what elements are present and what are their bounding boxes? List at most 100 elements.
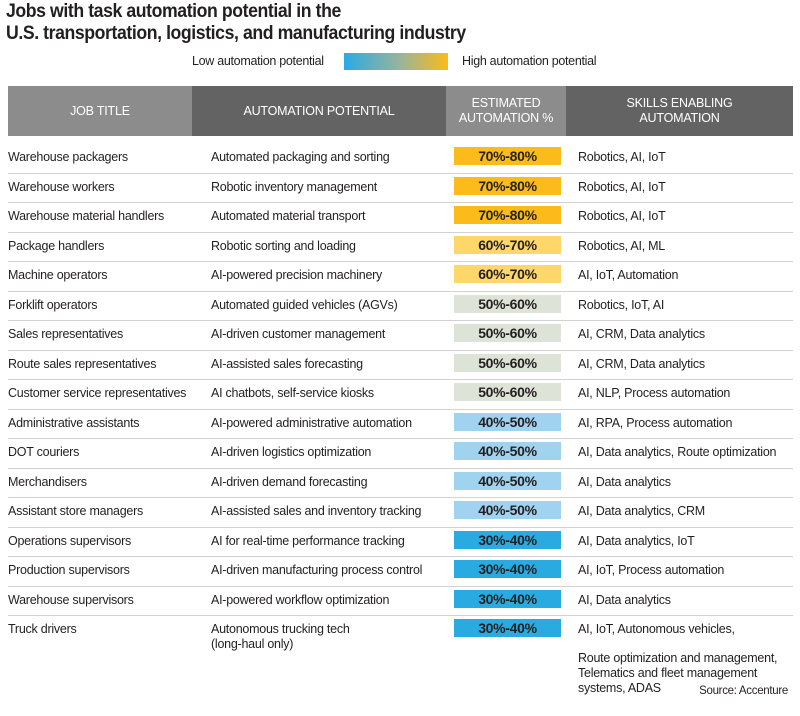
cell-skills: AI, RPA, Process automation <box>578 415 733 430</box>
automation-percent-badge: 30%-40% <box>454 560 561 578</box>
cell-automation-potential: Automated packaging and sorting <box>211 150 390 164</box>
title-line-2: U.S. transportation, logistics, and manu… <box>6 23 466 44</box>
automation-percent-badge: 50%-60% <box>454 353 561 372</box>
automation-percent-badge: 70%-80% <box>454 176 561 195</box>
cell-skills: AI, Data analytics, Route optimization <box>578 445 777 459</box>
cell-job-title: Warehouse material handlers <box>8 209 165 223</box>
automation-table: JOB TITLE AUTOMATION POTENTIAL ESTIMATED… <box>8 86 793 695</box>
cell-skills: AI, NLP, Process automation <box>578 386 731 400</box>
table-row: Warehouse packagers Automated packaging a… <box>8 144 793 174</box>
cell-job-title: Production supervisors <box>8 563 130 577</box>
automation-percent-badge: 50%-60% <box>454 383 561 401</box>
automation-percent-badge: 40%-50% <box>454 501 561 519</box>
table-row: Warehouse workers Robotic inventory manag… <box>8 174 793 203</box>
automation-percent-badge: 60%-70% <box>454 265 561 283</box>
table-row: Customer service representatives AI chatb… <box>8 380 793 410</box>
automation-percent-badge: 40%-50% <box>454 442 561 460</box>
cell-skills: Robotics, AI, ML <box>578 238 666 253</box>
table-row: Administrative assistants AI-powered admi… <box>8 410 793 439</box>
cell-automation-potential: Robotic sorting and loading <box>211 238 356 253</box>
automation-percent-badge: 70%-80% <box>454 206 561 224</box>
header-automation-potential: AUTOMATION POTENTIAL <box>192 86 446 136</box>
automation-percent-badge: 40%-50% <box>454 412 561 431</box>
table-row: Warehouse supervisors AI-powered workflow… <box>8 587 793 616</box>
cell-skills: AI, CRM, Data analytics <box>578 327 705 341</box>
title-line-1: Jobs with task automation potential in t… <box>6 1 341 22</box>
cell-automation-potential: Automated guided vehicles (AGVs) <box>211 297 398 312</box>
legend-high-label: High automation potential <box>462 54 597 68</box>
cell-job-title: Machine operators <box>8 268 108 282</box>
cell-automation-potential: AI-powered workflow optimization <box>211 592 390 607</box>
skills-extra: Route optimization and management, Telem… <box>578 651 778 695</box>
automation-percent-badge: 30%-40% <box>454 619 561 637</box>
automation-percent-badge: 60%-70% <box>454 235 561 254</box>
cell-job-title: Forklift operators <box>8 297 98 312</box>
header-skills: SKILLS ENABLING AUTOMATION <box>566 86 793 136</box>
automation-percent-badge: 50%-60% <box>454 324 561 342</box>
table-row: Warehouse material handlers Automated mat… <box>8 203 793 233</box>
header-job-title: JOB TITLE <box>8 86 192 136</box>
cell-automation-potential: AI-assisted sales and inventory tracking <box>211 504 422 518</box>
automation-percent-badge: 30%-40% <box>454 589 561 608</box>
cell-skills: AI, Data analytics <box>578 474 671 489</box>
potential-line-2: (long-haul only) <box>211 637 294 651</box>
cell-job-title: Package handlers <box>8 238 105 253</box>
header-estimated-automation: ESTIMATED AUTOMATION % <box>446 86 566 136</box>
cell-job-title: Customer service representatives <box>8 386 187 400</box>
cell-skills: AI, IoT, Autonomous vehicles, Route optim… <box>578 616 793 696</box>
table-row: Machine operators AI-powered precision ma… <box>8 262 793 292</box>
cell-skills: AI, Data analytics <box>578 592 671 607</box>
cell-job-title: Warehouse supervisors <box>8 592 134 607</box>
cell-automation-potential: AI-driven demand forecasting <box>211 474 368 489</box>
cell-automation-potential: AI-powered administrative automation <box>211 415 412 430</box>
legend-gradient-bar <box>344 53 448 70</box>
cell-automation-potential: AI-driven manufacturing process control <box>211 563 423 577</box>
cell-skills: AI, Data analytics, CRM <box>578 504 705 518</box>
cell-automation-potential: AI-powered precision machinery <box>211 268 383 282</box>
color-legend: Low automation potential High automation… <box>0 52 800 70</box>
cell-job-title: Assistant store managers <box>8 504 144 518</box>
cell-job-title: Warehouse packagers <box>8 150 128 164</box>
automation-percent-badge: 30%-40% <box>454 530 561 549</box>
cell-job-title: Operations supervisors <box>8 533 132 548</box>
cell-skills: Robotics, AI, IoT <box>578 150 666 164</box>
table-row: Production supervisors AI-driven manufact… <box>8 557 793 587</box>
cell-skills: AI, IoT, Process automation <box>578 563 725 577</box>
table-row: Assistant store managers AI-assisted sale… <box>8 498 793 528</box>
cell-automation-potential: Robotic inventory management <box>211 179 378 194</box>
header-skills-text: SKILLS ENABLING AUTOMATION <box>626 96 733 125</box>
cell-automation-potential: Automated material transport <box>211 209 366 223</box>
automation-percent-badge: 40%-50% <box>454 471 561 490</box>
cell-skills: Robotics, AI, IoT <box>578 209 666 223</box>
cell-automation-potential: AI chatbots, self-service kiosks <box>211 386 374 400</box>
source-note: Source: Accenture <box>699 685 788 697</box>
table-row: DOT couriers AI-driven logistics optimiza… <box>8 439 793 469</box>
cell-automation-potential: AI-assisted sales forecasting <box>211 356 363 371</box>
cell-job-title: Truck drivers <box>8 622 77 636</box>
table-row: Sales representatives AI-driven customer … <box>8 321 793 351</box>
automation-percent-badge: 70%-80% <box>454 147 561 165</box>
chart-title: Jobs with task automation potential in t… <box>6 1 583 45</box>
cell-automation-potential: Autonomous trucking tech (long-haul only) <box>211 616 446 652</box>
automation-percent-badge: 50%-60% <box>454 294 561 313</box>
cell-skills: AI, IoT, Automation <box>578 268 679 282</box>
cell-skills: Robotics, IoT, AI <box>578 297 665 312</box>
cell-automation-potential: AI for real-time performance tracking <box>211 533 405 548</box>
table-row: Merchandisers AI-driven demand forecastin… <box>8 469 793 498</box>
cell-job-title: Administrative assistants <box>8 415 140 430</box>
cell-job-title: Merchandisers <box>8 474 87 489</box>
table-row: Forklift operators Automated guided vehic… <box>8 292 793 321</box>
cell-skills: AI, Data analytics, IoT <box>578 533 695 548</box>
table-row: Route sales representatives AI-assisted s… <box>8 351 793 380</box>
header-estimated-automation-text: ESTIMATED AUTOMATION % <box>458 96 554 125</box>
cell-skills: Robotics, AI, IoT <box>578 179 666 194</box>
cell-automation-potential: AI-driven logistics optimization <box>211 445 372 459</box>
table-row: Package handlers Robotic sorting and load… <box>8 233 793 262</box>
cell-skills: AI, CRM, Data analytics <box>578 356 705 371</box>
potential-line-1: Autonomous trucking tech <box>211 622 350 636</box>
table-row: Operations supervisors AI for real-time p… <box>8 528 793 557</box>
cell-job-title: Sales representatives <box>8 327 123 341</box>
cell-automation-potential: AI-driven customer management <box>211 327 386 341</box>
skills-line: AI, IoT, Autonomous vehicles, <box>578 622 735 636</box>
table-body: Warehouse packagers Automated packaging a… <box>8 144 793 716</box>
